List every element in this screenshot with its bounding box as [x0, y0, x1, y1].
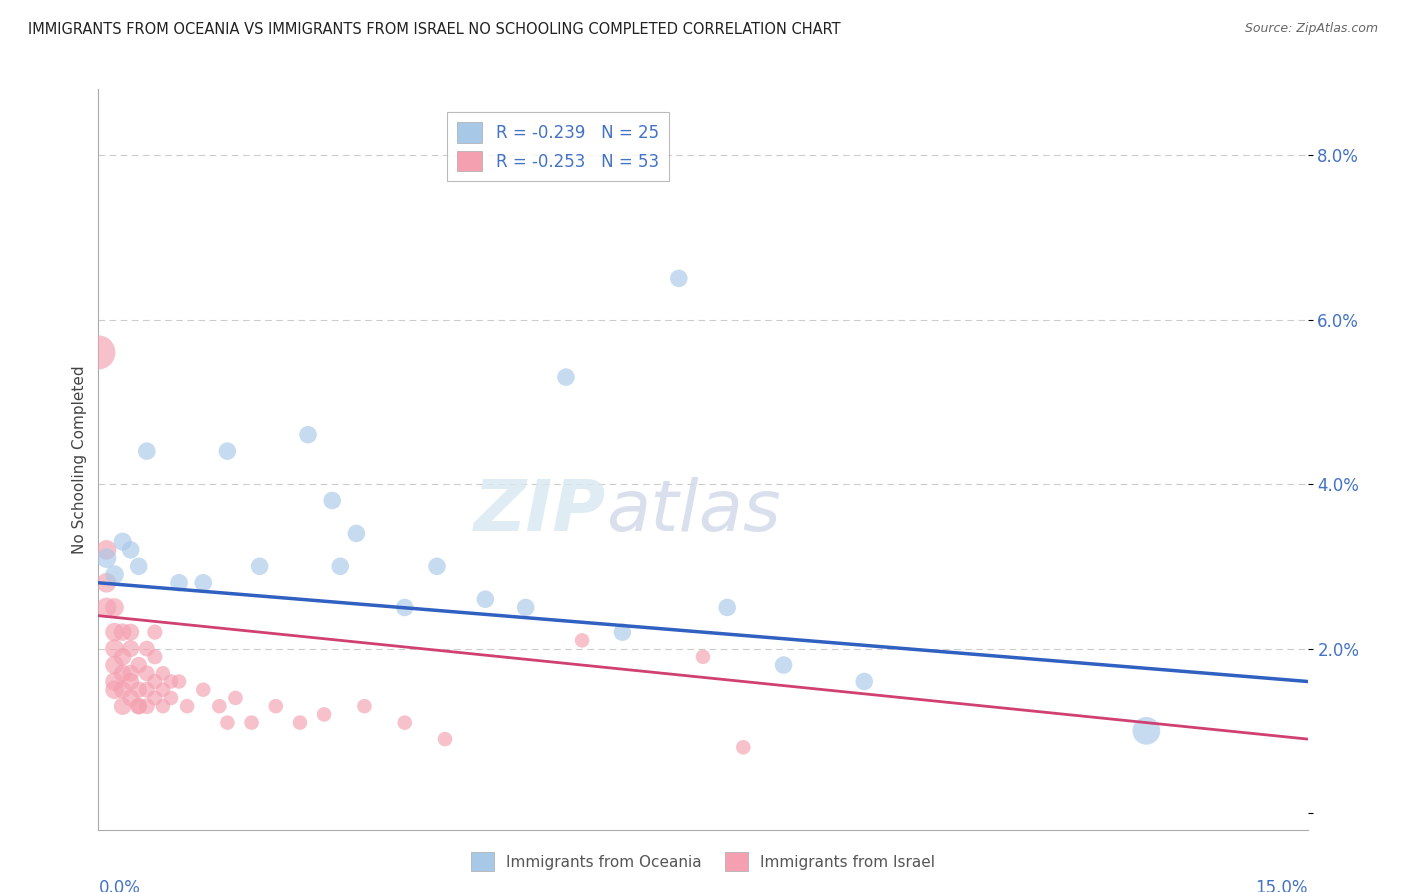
Point [143, 649, 166, 664]
Point [426, 559, 449, 574]
Point [288, 715, 311, 730]
Point [128, 682, 150, 697]
Point [152, 682, 174, 697]
Point [1135, 723, 1157, 738]
Point [217, 715, 239, 730]
Point [555, 370, 578, 384]
Point [152, 666, 174, 681]
Point [135, 641, 157, 656]
Legend: Immigrants from Oceania, Immigrants from Israel: Immigrants from Oceania, Immigrants from… [465, 847, 941, 877]
Point [103, 674, 125, 689]
Text: Source: ZipAtlas.com: Source: ZipAtlas.com [1244, 22, 1378, 36]
Point [208, 699, 231, 714]
Point [120, 641, 142, 656]
Point [321, 493, 343, 508]
Point [135, 444, 157, 458]
Point [394, 715, 416, 730]
Point [733, 740, 755, 755]
Point [120, 542, 142, 557]
Point [297, 427, 319, 442]
Point [128, 699, 150, 714]
Point [135, 666, 157, 681]
Point [111, 699, 134, 714]
Text: IMMIGRANTS FROM OCEANIA VS IMMIGRANTS FROM ISRAEL NO SCHOOLING COMPLETED CORRELA: IMMIGRANTS FROM OCEANIA VS IMMIGRANTS FR… [28, 22, 841, 37]
Point [249, 559, 271, 574]
Point [103, 600, 125, 615]
Point [135, 699, 157, 714]
Point [120, 690, 142, 705]
Point [160, 690, 183, 705]
Point [87, 345, 110, 359]
Point [394, 600, 416, 615]
Point [193, 682, 215, 697]
Point [103, 641, 125, 656]
Point [120, 625, 142, 640]
Y-axis label: No Schooling Completed: No Schooling Completed [72, 365, 87, 554]
Point [111, 666, 134, 681]
Point [240, 715, 263, 730]
Point [96, 600, 118, 615]
Point [128, 699, 150, 714]
Point [167, 575, 190, 590]
Legend: R = -0.239   N = 25, R = -0.253   N = 53: R = -0.239 N = 25, R = -0.253 N = 53 [447, 112, 669, 181]
Text: atlas: atlas [606, 476, 780, 546]
Point [224, 690, 246, 705]
Point [103, 567, 125, 582]
Text: 0.0%: 0.0% [98, 879, 141, 892]
Point [96, 575, 118, 590]
Point [853, 674, 876, 689]
Text: ZIP: ZIP [474, 476, 606, 546]
Point [217, 444, 239, 458]
Point [111, 625, 134, 640]
Point [515, 600, 537, 615]
Point [96, 542, 118, 557]
Point [143, 625, 166, 640]
Point [143, 674, 166, 689]
Point [120, 674, 142, 689]
Point [571, 633, 593, 648]
Point [160, 674, 183, 689]
Point [103, 682, 125, 697]
Point [135, 682, 157, 697]
Point [434, 732, 457, 747]
Point [344, 526, 367, 541]
Point [176, 699, 198, 714]
Point [103, 658, 125, 673]
Point [474, 592, 496, 607]
Point [716, 600, 738, 615]
Point [167, 674, 190, 689]
Point [96, 551, 118, 566]
Point [103, 625, 125, 640]
Point [111, 649, 134, 664]
Point [111, 682, 134, 697]
Text: 15.0%: 15.0% [1256, 879, 1308, 892]
Point [143, 690, 166, 705]
Point [314, 707, 336, 722]
Point [692, 649, 714, 664]
Point [111, 534, 134, 549]
Point [128, 559, 150, 574]
Point [329, 559, 352, 574]
Point [193, 575, 215, 590]
Point [128, 658, 150, 673]
Point [353, 699, 375, 714]
Point [120, 666, 142, 681]
Point [152, 699, 174, 714]
Point [668, 271, 690, 285]
Point [264, 699, 287, 714]
Point [612, 625, 634, 640]
Point [772, 658, 794, 673]
